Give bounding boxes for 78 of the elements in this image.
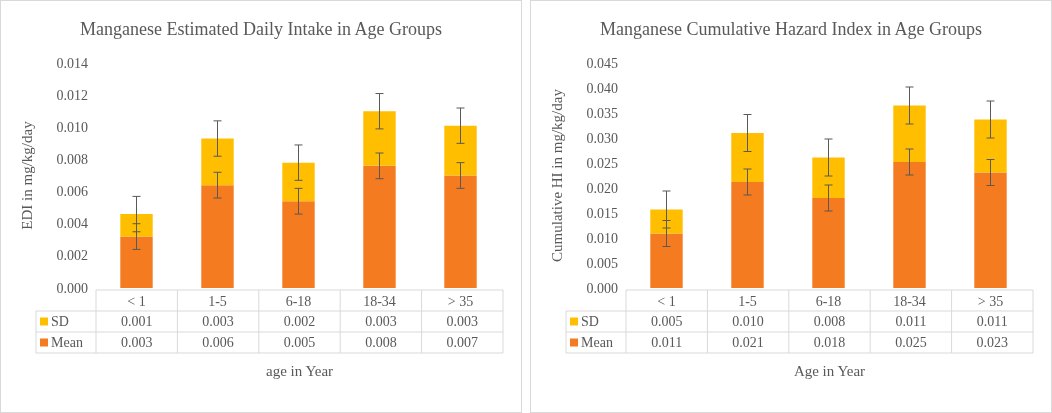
bar bbox=[201, 138, 234, 186]
bar bbox=[363, 165, 396, 288]
y-tick-label: 0.040 bbox=[586, 80, 618, 96]
y-tick-label: 0.014 bbox=[56, 55, 88, 71]
data-label: 0.010 bbox=[732, 314, 764, 329]
data-label: 0.003 bbox=[202, 314, 234, 329]
legend-label: Mean bbox=[581, 335, 613, 350]
data-label: 0.006 bbox=[202, 335, 234, 350]
data-label: 0.023 bbox=[976, 335, 1009, 350]
y-tick-label: 0.006 bbox=[56, 184, 88, 200]
x-tick-label: > 35 bbox=[977, 293, 1004, 309]
bar bbox=[444, 175, 477, 288]
bar bbox=[893, 162, 926, 288]
bar bbox=[120, 236, 153, 288]
y-axis-title: EDI in mg/kg/day bbox=[18, 120, 35, 230]
bar bbox=[363, 111, 396, 166]
bar bbox=[120, 214, 153, 237]
y-tick-label: 0.004 bbox=[56, 216, 88, 232]
data-label: 0.008 bbox=[365, 335, 397, 350]
bar bbox=[650, 209, 683, 234]
data-label: 0.001 bbox=[120, 314, 153, 329]
y-tick-label: 0.000 bbox=[56, 280, 88, 296]
y-tick-label: 0.010 bbox=[56, 119, 88, 135]
bar bbox=[731, 133, 764, 182]
x-tick-label: < 1 bbox=[127, 293, 146, 309]
bar bbox=[893, 105, 926, 162]
data-label: 0.003 bbox=[120, 335, 153, 350]
bar bbox=[731, 182, 764, 288]
data-label: 0.011 bbox=[651, 335, 683, 350]
bar bbox=[444, 125, 477, 176]
y-tick-label: 0.035 bbox=[586, 105, 618, 121]
x-tick-label: 6-18 bbox=[815, 293, 842, 309]
data-label: 0.007 bbox=[446, 335, 479, 350]
x-axis-title: Age in Year bbox=[793, 363, 866, 379]
x-tick-label: 1-5 bbox=[208, 293, 227, 309]
y-tick-label: 0.002 bbox=[56, 248, 88, 264]
y-axis-title: Cumulative HI in mg/kg/day bbox=[548, 88, 565, 262]
y-tick-label: 0.025 bbox=[586, 155, 618, 171]
data-label: 0.005 bbox=[650, 314, 683, 329]
data-label: 0.005 bbox=[283, 335, 316, 350]
bar bbox=[974, 172, 1007, 288]
y-tick-label: 0.008 bbox=[56, 151, 88, 167]
bar bbox=[974, 119, 1007, 173]
y-tick-label: 0.000 bbox=[586, 280, 618, 296]
bar bbox=[201, 185, 234, 288]
x-tick-label: 1-5 bbox=[738, 293, 757, 309]
data-label: 0.011 bbox=[976, 314, 1008, 329]
bar bbox=[282, 162, 315, 202]
data-label: 0.008 bbox=[813, 314, 846, 329]
y-tick-label: 0.010 bbox=[586, 230, 618, 246]
chart-title: Manganese Estimated Daily Intake in Age Groups bbox=[80, 19, 442, 39]
x-tick-label: < 1 bbox=[657, 293, 676, 309]
bar bbox=[282, 201, 315, 288]
x-tick-label: > 35 bbox=[447, 293, 474, 309]
bar bbox=[812, 198, 845, 288]
y-tick-label: 0.005 bbox=[586, 255, 618, 271]
x-tick-label: 18-34 bbox=[363, 293, 396, 309]
x-axis-title: age in Year bbox=[265, 363, 334, 379]
y-tick-label: 0.030 bbox=[586, 130, 618, 146]
x-tick-label: 18-34 bbox=[893, 293, 926, 309]
bar bbox=[812, 157, 845, 198]
data-label: 0.003 bbox=[446, 314, 479, 329]
y-tick-label: 0.020 bbox=[586, 180, 618, 196]
data-label: 0.011 bbox=[895, 314, 927, 329]
data-label: 0.021 bbox=[732, 335, 764, 350]
y-tick-label: 0.012 bbox=[56, 87, 88, 103]
legend-label: Mean bbox=[51, 335, 83, 350]
y-tick-label: 0.015 bbox=[586, 205, 618, 221]
chart-title: Manganese Cumulative Hazard Index in Age Groups bbox=[600, 19, 982, 39]
bar bbox=[650, 233, 683, 288]
y-tick-label: 0.045 bbox=[586, 55, 618, 71]
x-tick-label: 6-18 bbox=[285, 293, 312, 309]
data-label: 0.025 bbox=[895, 335, 927, 350]
data-label: 0.003 bbox=[365, 314, 397, 329]
data-label: 0.002 bbox=[283, 314, 316, 329]
legend-label: SD bbox=[581, 314, 599, 329]
legend-label: SD bbox=[51, 314, 69, 329]
data-label: 0.018 bbox=[813, 335, 846, 350]
